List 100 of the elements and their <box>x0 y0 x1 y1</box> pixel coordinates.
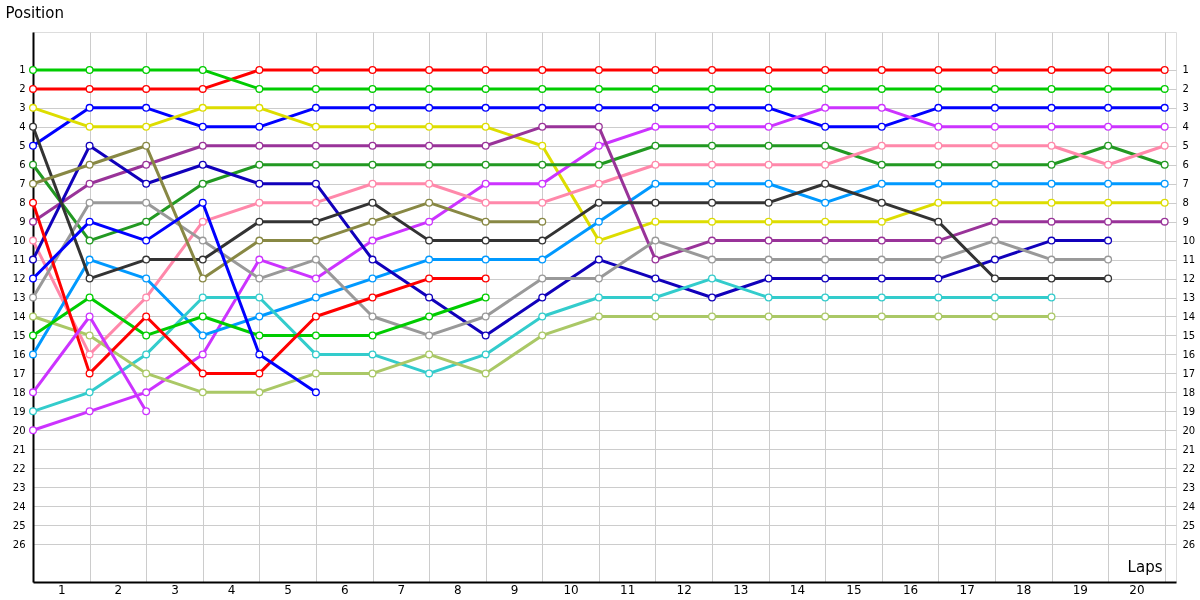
point <box>990 160 999 169</box>
y2-tick-label: 15 <box>1182 329 1196 341</box>
point <box>764 236 773 245</box>
point <box>651 255 660 264</box>
point <box>708 84 717 93</box>
point <box>311 255 320 264</box>
point <box>1160 141 1169 150</box>
y2-tick-label: 1 <box>1182 64 1189 76</box>
y-tick-label: 15 <box>12 329 26 341</box>
point <box>1104 179 1113 188</box>
y2-tick-label: 20 <box>1182 424 1196 436</box>
point <box>142 160 151 169</box>
y2-tick-label: 3 <box>1182 102 1189 114</box>
y-tick-label: 21 <box>12 443 26 455</box>
point <box>708 312 717 321</box>
point <box>311 331 320 340</box>
point <box>425 122 434 131</box>
point <box>481 350 490 359</box>
point <box>877 84 886 93</box>
point <box>29 160 37 169</box>
y2-tick-label: 12 <box>1182 273 1196 285</box>
point <box>198 141 207 150</box>
point <box>425 236 434 245</box>
point <box>29 426 37 435</box>
point <box>311 198 320 207</box>
x-tick-label: 13 <box>733 582 749 597</box>
y2-tick-label: 23 <box>1182 481 1196 493</box>
point <box>425 350 434 359</box>
point <box>1160 65 1169 74</box>
point <box>29 84 37 93</box>
x-tick-label: 8 <box>454 582 462 597</box>
point <box>1160 84 1169 93</box>
point <box>85 312 94 321</box>
point <box>877 122 886 131</box>
point <box>651 274 660 283</box>
y2-tick-label: 14 <box>1182 310 1196 322</box>
point <box>255 179 264 188</box>
point <box>934 141 943 150</box>
point <box>425 141 434 150</box>
point <box>934 236 943 245</box>
point <box>538 141 547 150</box>
point <box>368 369 377 378</box>
point <box>990 217 999 226</box>
point <box>481 122 490 131</box>
point <box>1160 179 1169 188</box>
point <box>198 274 207 283</box>
y2-tick-label: 2 <box>1182 83 1189 95</box>
point <box>990 255 999 264</box>
point <box>198 331 207 340</box>
point <box>1104 103 1113 112</box>
point <box>821 160 830 169</box>
point <box>1160 122 1169 131</box>
point <box>142 293 151 302</box>
point <box>1047 84 1056 93</box>
point <box>651 217 660 226</box>
point <box>708 274 717 283</box>
point <box>538 84 547 93</box>
point <box>764 179 773 188</box>
point <box>1160 198 1169 207</box>
point <box>990 293 999 302</box>
point <box>425 179 434 188</box>
point <box>538 217 547 226</box>
y-axis-title: Position <box>5 3 64 22</box>
x-tick-label: 2 <box>114 582 123 597</box>
point <box>934 198 943 207</box>
point <box>311 122 320 131</box>
point <box>481 369 490 378</box>
point <box>368 255 377 264</box>
point <box>142 255 151 264</box>
x-tick-label: 6 <box>340 582 349 597</box>
point <box>538 103 547 112</box>
point <box>29 255 37 264</box>
point <box>255 255 264 264</box>
point <box>85 141 94 150</box>
point <box>29 103 37 112</box>
point <box>934 160 943 169</box>
point <box>1047 198 1056 207</box>
point <box>29 350 37 359</box>
point <box>255 293 264 302</box>
point <box>198 179 207 188</box>
point <box>142 198 151 207</box>
point <box>538 65 547 74</box>
y-tick-label: 9 <box>19 216 26 228</box>
point <box>538 255 547 264</box>
point <box>425 312 434 321</box>
point <box>255 198 264 207</box>
point <box>934 103 943 112</box>
point <box>311 103 320 112</box>
point <box>85 236 94 245</box>
point <box>481 274 490 283</box>
point <box>990 198 999 207</box>
point <box>877 274 886 283</box>
point <box>368 141 377 150</box>
y-tick-label: 25 <box>12 519 26 531</box>
point <box>85 65 94 74</box>
point <box>764 141 773 150</box>
point <box>142 141 151 150</box>
point <box>425 198 434 207</box>
point <box>821 141 830 150</box>
point <box>538 274 547 283</box>
